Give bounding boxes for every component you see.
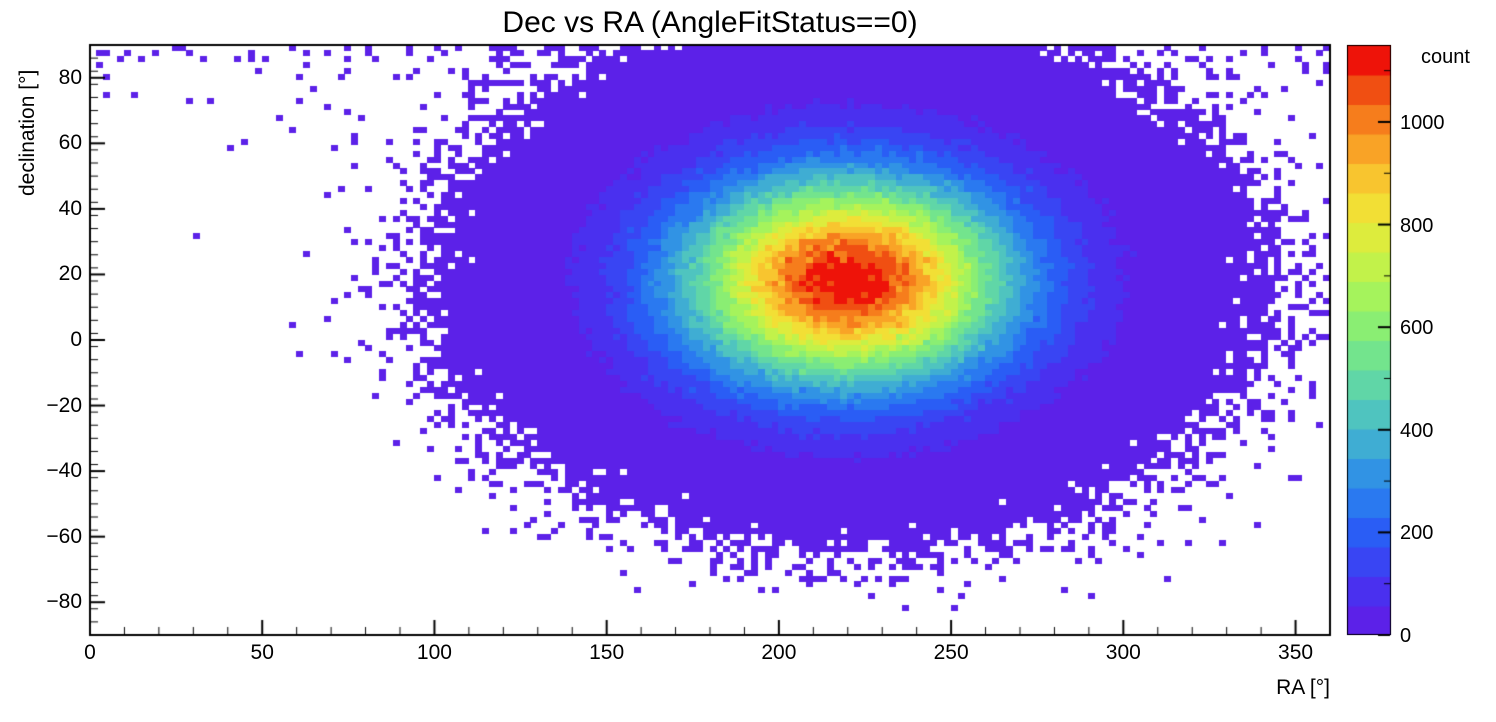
x-tick-label: 50 xyxy=(250,641,274,664)
heatmap-canvas xyxy=(90,45,1330,635)
x-tick-label: 350 xyxy=(1278,641,1314,664)
z-tick-label: 400 xyxy=(1400,419,1434,442)
x-tick-label: 300 xyxy=(1105,641,1141,664)
colorbar-title: count xyxy=(1421,46,1470,68)
z-tick-label: 0 xyxy=(1400,625,1412,647)
colorbar xyxy=(1347,45,1391,635)
y-tick-label: −60 xyxy=(46,524,82,548)
y-tick-label: 80 xyxy=(58,65,82,89)
z-tick-label: 1000 xyxy=(1400,111,1445,134)
y-tick-label: 40 xyxy=(58,196,82,220)
z-tick-label: 200 xyxy=(1400,522,1434,545)
y-tick-label: −80 xyxy=(46,590,82,614)
y-tick-label: −20 xyxy=(46,393,82,417)
y-tick-label: 0 xyxy=(70,328,82,351)
z-tick-label: 800 xyxy=(1400,214,1434,237)
x-axis-title: RA [°] xyxy=(1276,676,1330,699)
x-tick-label: 200 xyxy=(761,641,797,664)
x-tick-label: 150 xyxy=(589,641,625,664)
y-tick-label: −40 xyxy=(46,459,82,483)
x-tick-label: 100 xyxy=(416,641,452,664)
z-tick-label: 600 xyxy=(1400,317,1434,340)
chart-title: Dec vs RA (AngleFitStatus==0) xyxy=(502,6,918,39)
y-tick-label: 20 xyxy=(58,262,82,286)
x-tick-label: 250 xyxy=(933,641,969,664)
x-tick-label: 0 xyxy=(84,641,96,664)
y-tick-label: 60 xyxy=(58,131,82,155)
